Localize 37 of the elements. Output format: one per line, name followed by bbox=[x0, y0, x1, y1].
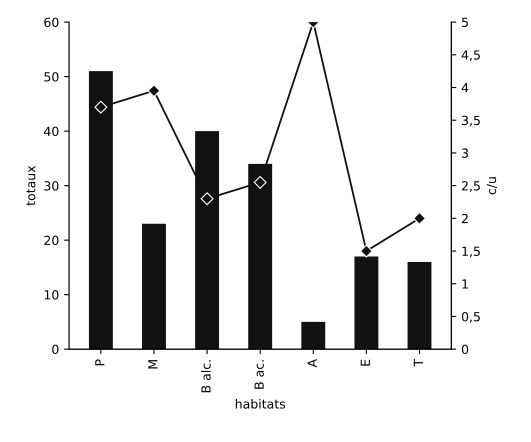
bar bbox=[142, 224, 166, 350]
y-tick-label: 40 bbox=[44, 126, 58, 136]
y2-tick-label: 1,5 bbox=[462, 246, 480, 258]
y-tick-label: 60 bbox=[44, 18, 58, 28]
x-tick-label: P bbox=[95, 359, 104, 366]
y2-tick-label: 3 bbox=[462, 148, 468, 158]
y2-tick-label: 3,5 bbox=[462, 116, 480, 126]
x-tick-label: E bbox=[360, 360, 370, 366]
x-tick-label: B ac. bbox=[254, 360, 264, 389]
y2-tick-label: 0 bbox=[462, 344, 468, 354]
point bbox=[148, 84, 160, 98]
y2-tick-label: 1 bbox=[462, 279, 468, 289]
y-tick-label: 0 bbox=[52, 344, 58, 354]
y-axis-title: totaux bbox=[26, 166, 36, 206]
y-tick-label: 20 bbox=[44, 236, 58, 246]
y2-tick-label: 2,5 bbox=[462, 181, 480, 192]
point bbox=[200, 192, 214, 206]
y2-tick-label: 4 bbox=[462, 83, 468, 92]
y2-axis-title: c/u bbox=[486, 177, 498, 194]
x-tick-label: T bbox=[414, 358, 423, 367]
y2-tick-label: 5 bbox=[462, 18, 468, 28]
y2-tick-label: 0,5 bbox=[462, 312, 480, 323]
y-tick-label: 10 bbox=[44, 290, 58, 300]
x-axis-title: habitats bbox=[236, 398, 286, 409]
point bbox=[254, 176, 267, 189]
y2-tick-label: 4,5 bbox=[462, 50, 480, 62]
point bbox=[413, 212, 426, 225]
point bbox=[360, 244, 373, 258]
y-tick-label: 30 bbox=[44, 181, 58, 191]
x-tick-label: A bbox=[308, 359, 317, 368]
x-tick-label: M bbox=[148, 360, 158, 368]
point bbox=[94, 100, 108, 114]
bar bbox=[408, 262, 432, 350]
x-tick-label: B alc. bbox=[201, 360, 211, 392]
bar bbox=[301, 322, 326, 350]
y2-tick-label: 2 bbox=[462, 214, 468, 224]
y-tick-label: 50 bbox=[44, 72, 58, 82]
